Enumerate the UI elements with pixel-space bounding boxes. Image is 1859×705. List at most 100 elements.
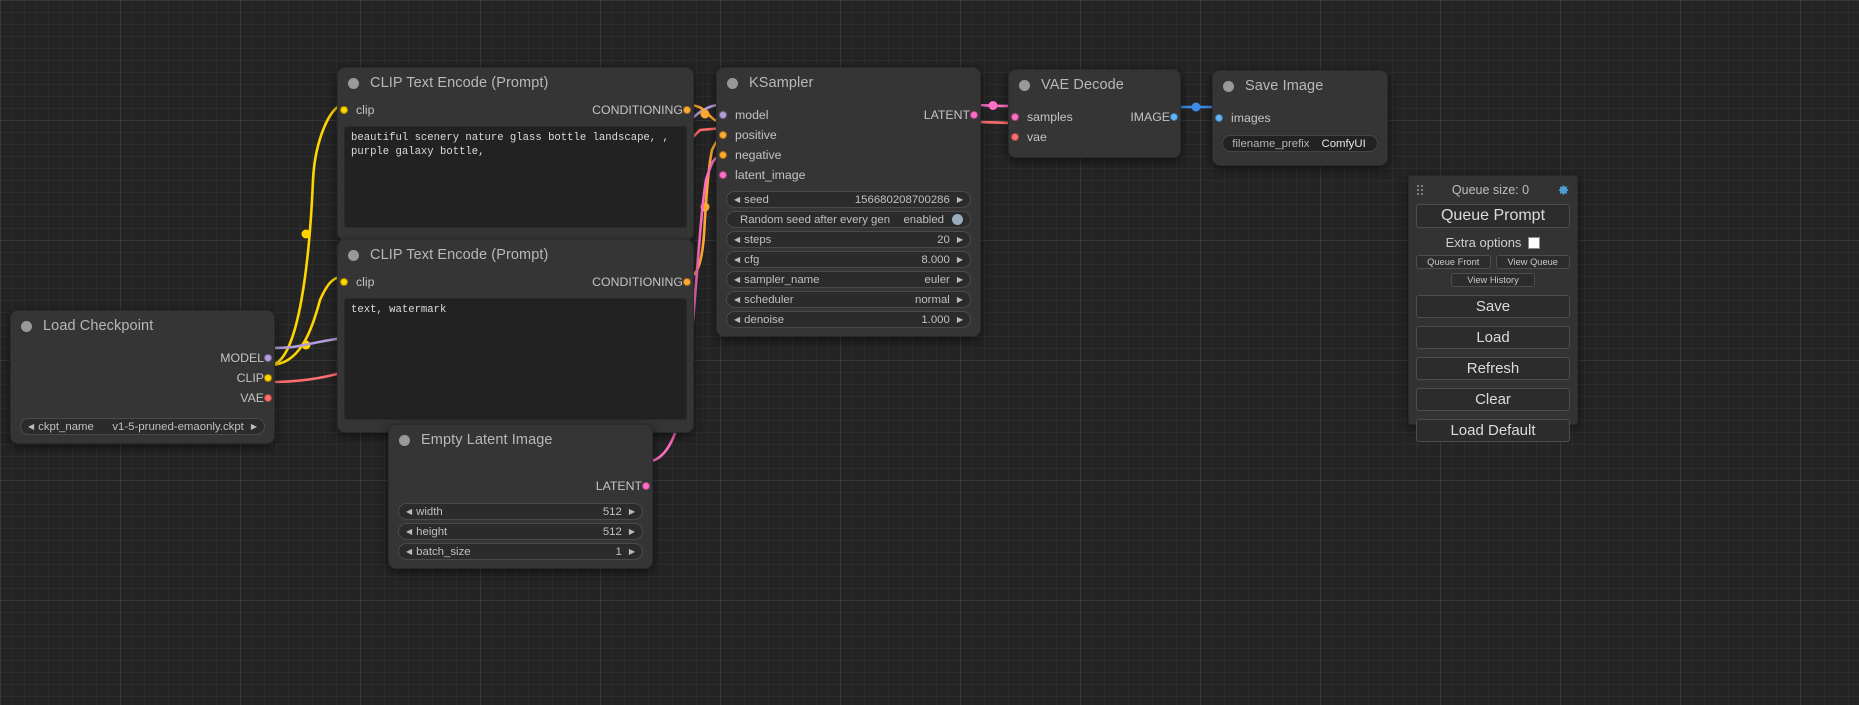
widget-denoise[interactable]: ◀ denoise 1.000 ▶ [726,311,971,328]
collapse-dot-icon[interactable] [1223,80,1234,92]
increment-arrow-icon[interactable]: ▶ [956,314,963,324]
prompt-textarea[interactable]: beautiful scenery nature glass bottle la… [344,126,687,228]
decrement-arrow-icon[interactable]: ◀ [734,274,741,284]
output-slot-model[interactable]: MODEL [11,349,274,366]
slot-dot-clip[interactable] [340,277,348,286]
gear-icon[interactable] [1556,183,1570,197]
input-slot-clip[interactable]: clip CONDITIONING [338,101,693,118]
slot-dot-clip[interactable] [340,105,348,114]
input-slot-model[interactable]: model LATENT [717,106,980,123]
slot-dot-conditioning[interactable] [683,105,691,114]
slot-dot-latent[interactable] [970,110,978,119]
node-title-bar[interactable]: VAE Decode [1009,70,1180,100]
input-slot-latent-image[interactable]: latent_image [717,166,980,183]
slot-dot-image[interactable] [1170,112,1178,121]
output-slot-clip[interactable]: CLIP [11,369,274,386]
node-title-bar[interactable]: Load Checkpoint [11,311,274,341]
decrement-arrow-icon[interactable]: ◀ [406,546,413,556]
prompt-textarea[interactable]: text, watermark [344,298,687,420]
node-load-checkpoint[interactable]: Load Checkpoint MODEL CLIP VAE ◀ ckpt_na… [10,310,275,444]
input-slot-images[interactable]: images [1213,109,1387,126]
widget-width[interactable]: ◀ width 512 ▶ [398,503,643,520]
slot-dot-latent-image[interactable] [719,170,727,179]
node-title-bar[interactable]: KSampler [717,68,980,98]
input-slot-negative[interactable]: negative [717,146,980,163]
decrement-arrow-icon[interactable]: ◀ [734,314,741,324]
node-ksampler[interactable]: KSampler model LATENT positive negative … [716,67,981,337]
queue-prompt-button[interactable]: Queue Prompt [1416,204,1570,228]
node-title-bar[interactable]: Empty Latent Image [389,425,652,455]
extra-options-row[interactable]: Extra options [1416,235,1570,250]
view-queue-button[interactable]: View Queue [1495,255,1570,269]
decrement-arrow-icon[interactable]: ◀ [28,421,35,431]
increment-arrow-icon[interactable]: ▶ [250,421,257,431]
node-save-image[interactable]: Save Image images filename_prefix ComfyU… [1212,70,1388,166]
slot-dot-positive[interactable] [719,130,727,139]
output-slot-vae[interactable]: VAE [11,389,274,406]
node-title-bar[interactable]: CLIP Text Encode (Prompt) [338,240,693,270]
widget-ckpt-name[interactable]: ◀ ckpt_name v1-5-pruned-emaonly.ckpt ▶ [20,418,265,435]
decrement-arrow-icon[interactable]: ◀ [406,506,413,516]
collapse-dot-icon[interactable] [21,320,32,332]
widget-batch-size[interactable]: ◀ batch_size 1 ▶ [398,543,643,560]
input-slot-positive[interactable]: positive [717,126,980,143]
refresh-button[interactable]: Refresh [1416,357,1570,380]
collapse-dot-icon[interactable] [399,434,410,446]
increment-arrow-icon[interactable]: ▶ [628,546,635,556]
widget-seed[interactable]: ◀ seed 156680208700286 ▶ [726,191,971,208]
load-button[interactable]: Load [1416,326,1570,349]
slot-dot-samples[interactable] [1011,112,1019,121]
widget-cfg[interactable]: ◀ cfg 8.000 ▶ [726,251,971,268]
node-clip-text-encode-negative[interactable]: CLIP Text Encode (Prompt) clip CONDITION… [337,239,694,433]
decrement-arrow-icon[interactable]: ◀ [734,294,741,304]
node-title-bar[interactable]: CLIP Text Encode (Prompt) [338,68,693,98]
output-slot-latent[interactable]: LATENT [389,477,652,494]
widget-filename-prefix[interactable]: filename_prefix ComfyUI [1222,135,1378,152]
slot-dot-negative[interactable] [719,150,727,159]
decrement-arrow-icon[interactable]: ◀ [734,254,741,264]
collapse-dot-icon[interactable] [727,77,738,89]
widget-sampler-name[interactable]: ◀ sampler_name euler ▶ [726,271,971,288]
widget-height[interactable]: ◀ height 512 ▶ [398,523,643,540]
widget-random-seed-toggle[interactable]: Random seed after every gen enabled [726,211,971,228]
view-history-button[interactable]: View History [1451,273,1535,287]
slot-dot-vae[interactable] [264,393,272,402]
slot-dot-clip[interactable] [264,373,272,382]
toggle-indicator-icon[interactable] [952,214,963,225]
clear-button[interactable]: Clear [1416,388,1570,411]
collapse-dot-icon[interactable] [348,249,359,261]
collapse-dot-icon[interactable] [1019,79,1030,91]
increment-arrow-icon[interactable]: ▶ [956,274,963,284]
slot-dot-vae[interactable] [1011,132,1019,141]
decrement-arrow-icon[interactable]: ◀ [734,234,741,244]
widget-steps[interactable]: ◀ steps 20 ▶ [726,231,971,248]
comfy-menu-panel[interactable]: Queue size: 0 Queue Prompt Extra options… [1408,175,1578,442]
slot-dot-conditioning[interactable] [683,277,691,286]
increment-arrow-icon[interactable]: ▶ [956,294,963,304]
widget-scheduler[interactable]: ◀ scheduler normal ▶ [726,291,971,308]
queue-front-button[interactable]: Queue Front [1416,255,1491,269]
input-slot-clip[interactable]: clip CONDITIONING [338,273,693,290]
increment-arrow-icon[interactable]: ▶ [956,194,963,204]
input-slot-vae[interactable]: vae [1009,128,1180,145]
increment-arrow-icon[interactable]: ▶ [628,526,635,536]
decrement-arrow-icon[interactable]: ◀ [406,526,413,536]
node-clip-text-encode-positive[interactable]: CLIP Text Encode (Prompt) clip CONDITION… [337,67,694,241]
node-vae-decode[interactable]: VAE Decode samples IMAGE vae [1008,69,1181,158]
save-button[interactable]: Save [1416,295,1570,318]
collapse-dot-icon[interactable] [348,77,359,89]
slot-dot-latent[interactable] [642,481,650,490]
load-default-button[interactable]: Load Default [1416,419,1570,442]
node-empty-latent-image[interactable]: Empty Latent Image LATENT ◀ width 512 ▶ … [388,424,653,569]
slot-dot-model[interactable] [264,353,272,362]
slot-dot-images[interactable] [1215,113,1223,122]
drag-handle-icon[interactable] [1416,184,1425,196]
increment-arrow-icon[interactable]: ▶ [628,506,635,516]
input-slot-samples[interactable]: samples IMAGE [1009,108,1180,125]
increment-arrow-icon[interactable]: ▶ [956,254,963,264]
slot-dot-model[interactable] [719,110,727,119]
extra-options-checkbox[interactable] [1528,236,1541,249]
decrement-arrow-icon[interactable]: ◀ [734,194,741,204]
node-title-bar[interactable]: Save Image [1213,71,1387,101]
